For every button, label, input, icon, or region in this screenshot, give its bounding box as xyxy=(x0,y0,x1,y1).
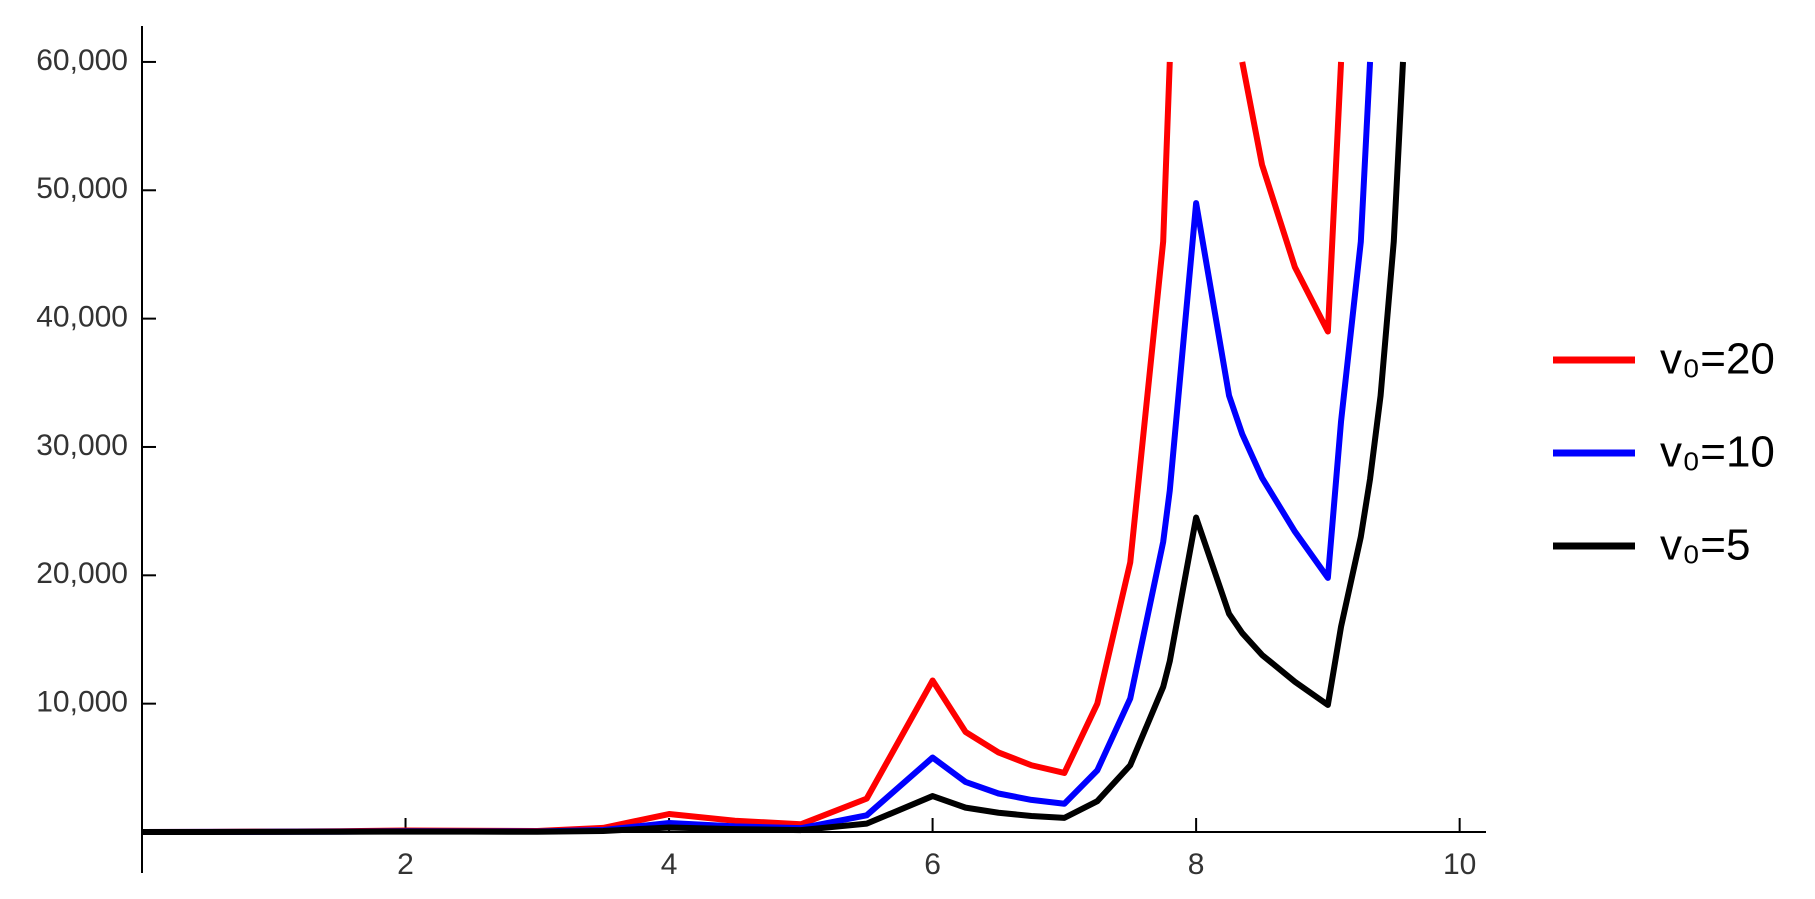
series-line xyxy=(141,61,1374,835)
legend-label: v₀=5 xyxy=(1660,521,1750,570)
y-tick-label: 50,000 xyxy=(36,172,128,205)
x-tick-label: 10 xyxy=(1443,848,1476,881)
series-line xyxy=(141,61,1345,835)
y-tick-label: 20,000 xyxy=(36,557,128,590)
y-tick-label: 30,000 xyxy=(36,429,128,462)
series-line xyxy=(141,61,1406,835)
legend: v₀=20 v₀=10 v₀=5 xyxy=(1553,335,1775,570)
legend-label: v₀=10 xyxy=(1660,428,1775,477)
y-tick-label: 40,000 xyxy=(36,301,128,334)
y-tick-label: 10,000 xyxy=(36,686,128,719)
x-tick-label: 8 xyxy=(1188,848,1205,881)
x-tick-label: 2 xyxy=(397,848,414,881)
y-tick-label: 60,000 xyxy=(36,44,128,77)
legend-label: v₀=20 xyxy=(1660,335,1775,384)
x-tick-label: 6 xyxy=(924,848,941,881)
x-tick-label: 4 xyxy=(661,848,678,881)
